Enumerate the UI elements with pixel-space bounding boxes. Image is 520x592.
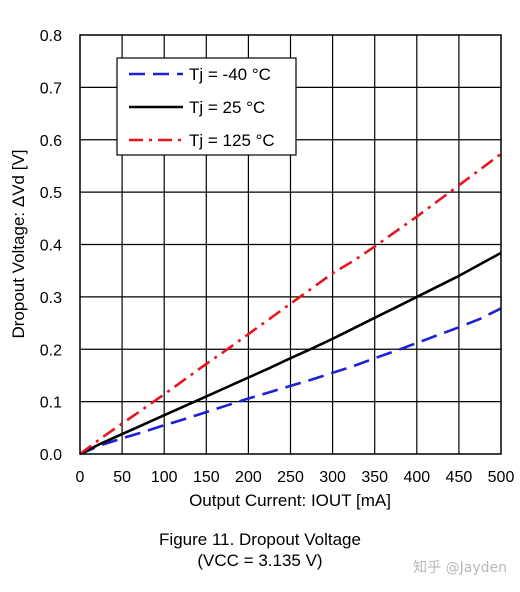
tick-layer: 0 50 100 150 200 250 300 350 400 450 500 0.0 0.1 0.2 0… [40,28,515,486]
legend: Tj = -40 °C Tj = 25 °C Tj = 125 °C [116,57,297,156]
x-tick-label: 400 [403,469,430,486]
x-tick-label: 100 [151,469,178,486]
x-tick-label: 450 [446,469,473,486]
legend-label-1: Tj = -40 °C [189,65,271,84]
plot-frame [79,34,502,455]
y-tick-label: 0.0 [40,447,62,464]
x-tick-label: 200 [235,469,262,486]
series-line-2 [79,251,502,456]
legend-label-3: Tj = 125 °C [189,131,275,150]
figure-caption-condition: (VCC = 3.135 V) [197,551,323,570]
y-tick-label: 0.7 [40,80,62,97]
y-axis-label: Dropout Voltage: ΔVd [V] [9,149,28,338]
y-tick-label: 0.5 [40,185,62,202]
x-tick-label: 250 [277,469,304,486]
y-tick-label: 0.4 [40,238,62,255]
x-tick-label: 50 [113,469,131,486]
figure-caption-title: Figure 11. Dropout Voltage [159,530,361,549]
legend-label-2: Tj = 25 °C [189,98,265,117]
x-tick-label: 500 [488,469,515,486]
watermark: 知乎 @Jayden [413,560,507,576]
x-tick-label: 300 [319,469,346,486]
chart-svg: 0 50 100 150 200 250 300 350 400 450 500 0.0 0.1 0.2 0… [9,28,515,510]
x-axis-label: Output Current: IOUT [mA] [189,491,391,510]
x-tick-label: 0 [76,469,85,486]
y-tick-label: 0.2 [40,342,62,359]
y-tick-label: 0.8 [40,28,62,45]
x-tick-label: 150 [193,469,220,486]
y-tick-label: 0.3 [40,290,62,307]
y-tick-label: 0.6 [40,133,62,150]
x-tick-label: 350 [361,469,388,486]
grid-layer [80,35,501,454]
y-tick-label: 0.1 [40,395,62,412]
series-layer [79,152,502,456]
series-line-1 [79,307,502,456]
